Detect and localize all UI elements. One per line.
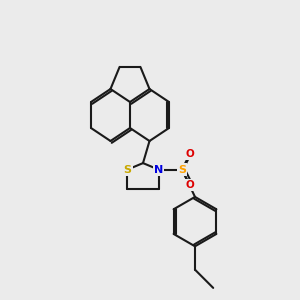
Text: N: N (154, 165, 163, 175)
Text: S: S (178, 165, 186, 175)
Text: O: O (185, 180, 194, 190)
Text: O: O (185, 149, 194, 159)
Text: S: S (123, 165, 131, 175)
